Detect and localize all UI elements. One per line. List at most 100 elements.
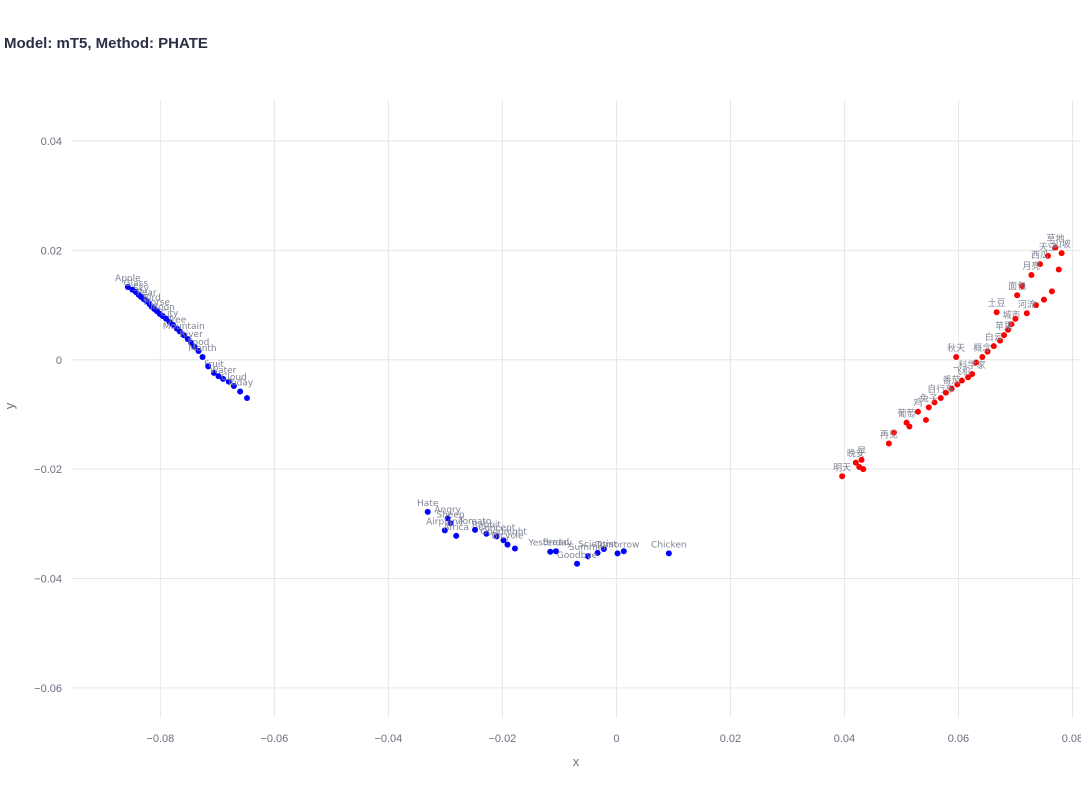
data-label: Sheep: [436, 510, 464, 520]
data-point: [1040, 296, 1047, 303]
data-point: [600, 546, 607, 553]
data-point: [574, 560, 581, 567]
data-label: Bicycle: [492, 532, 524, 542]
data-label: 城市: [1002, 309, 1020, 321]
grid-lines: [72, 100, 1081, 718]
y-tick-label: 0: [56, 355, 62, 367]
data-point: [1028, 272, 1035, 279]
data-point: [237, 388, 244, 395]
data-point: [184, 335, 191, 342]
data-point: [441, 527, 448, 534]
data-label: Goodnight: [480, 527, 527, 537]
data-point: [614, 550, 621, 557]
data-point: [511, 545, 518, 552]
data-point: [948, 385, 955, 392]
data-point: [453, 532, 460, 539]
data-label: 土豆: [988, 297, 1006, 309]
data-label: Summer: [569, 543, 607, 553]
data-label: Month: [188, 344, 216, 354]
data-label: 天空: [1039, 241, 1057, 253]
data-point: [230, 383, 237, 390]
x-tick-label: −0.04: [374, 733, 402, 745]
data-point: [1012, 315, 1019, 322]
data-label: 秋天: [947, 342, 965, 354]
y-tick-label: 0.02: [41, 245, 62, 257]
data-point: [914, 408, 921, 415]
data-point: [1005, 326, 1012, 333]
y-axis-label: y: [2, 402, 17, 409]
data-point: [169, 321, 176, 328]
data-point: [953, 354, 960, 361]
data-point: [199, 354, 206, 361]
data-label: 白云: [985, 331, 1003, 343]
data-label: Tree: [167, 316, 187, 326]
data-label: 苹果: [995, 320, 1013, 332]
x-tick-label: 0.08: [1062, 733, 1081, 745]
data-label: Pear: [137, 288, 157, 298]
x-tick-label: 0: [613, 733, 619, 745]
data-point: [1044, 252, 1051, 259]
data-point: [922, 416, 929, 423]
data-point: [483, 530, 490, 537]
data-label: 番茄: [943, 374, 961, 386]
data-label: Yesterday: [527, 539, 572, 549]
data-label: Horse: [144, 298, 171, 308]
data-point: [973, 359, 980, 366]
y-tick-label: −0.04: [34, 574, 62, 586]
data-point: [984, 348, 991, 355]
data-label: 鸡: [913, 397, 922, 409]
data-label: 西瓜: [1031, 250, 1049, 261]
data-label: Bread: [543, 538, 569, 548]
data-point: [958, 377, 965, 384]
data-label: Mountain: [163, 322, 205, 332]
data-point: [969, 370, 976, 377]
data-label: Today: [226, 378, 254, 388]
x-tick-label: −0.02: [488, 733, 516, 745]
data-point: [547, 548, 554, 555]
data-label: 草地: [1046, 233, 1064, 245]
data-point: [180, 332, 187, 339]
data-point: [584, 553, 591, 560]
x-tick-label: 0.02: [720, 733, 741, 745]
data-point: [225, 378, 232, 385]
x-tick-label: −0.08: [146, 733, 174, 745]
data-label: City: [161, 309, 179, 319]
data-point: [1023, 310, 1030, 317]
data-label: Tomorrow: [595, 540, 640, 550]
data-point: [210, 369, 217, 376]
data-point: [937, 395, 944, 402]
data-point: [620, 548, 627, 555]
data-label: 科学家: [959, 359, 986, 371]
data-point: [220, 375, 227, 382]
data-label: Scientist: [578, 540, 617, 550]
data-label: Concept: [478, 523, 516, 533]
data-point: [1008, 321, 1015, 328]
data-point: [195, 348, 202, 355]
x-axis-ticks: −0.08 −0.06 −0.04 −0.02 0 0.02 0.04 0.06 0.08: [146, 733, 1081, 745]
data-point: [447, 520, 454, 527]
data-point: [858, 456, 865, 463]
x-tick-label: 0.04: [834, 733, 855, 745]
data-label: Water: [210, 366, 237, 376]
data-label: Bird: [143, 294, 161, 304]
data-point: [993, 309, 1000, 316]
data-point: [205, 363, 212, 370]
data-label: Africa: [443, 523, 469, 533]
x-tick-label: −0.06: [260, 733, 288, 745]
data-label: 月亮: [1022, 260, 1040, 272]
data-label: 面包: [1008, 280, 1026, 292]
data-points: [124, 244, 1065, 567]
data-point: [906, 423, 913, 430]
y-tick-label: 0.04: [41, 136, 62, 148]
data-label: River: [179, 330, 203, 340]
x-axis-label: x: [573, 754, 580, 769]
data-label: 河流: [1018, 298, 1036, 310]
data-point: [891, 429, 898, 436]
data-point: [997, 337, 1004, 344]
data-point: [500, 537, 507, 544]
y-tick-label: −0.06: [34, 683, 62, 695]
data-point: [1052, 244, 1059, 251]
data-point: [1001, 332, 1008, 339]
data-point: [493, 533, 500, 540]
